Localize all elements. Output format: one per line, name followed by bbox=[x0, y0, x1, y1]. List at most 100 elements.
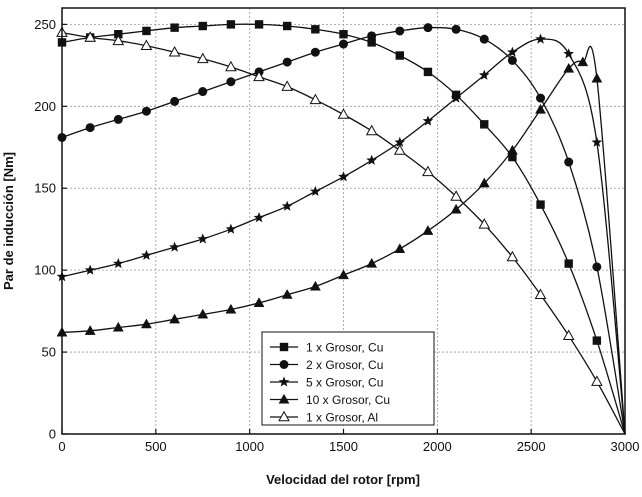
series-3-point bbox=[310, 185, 321, 196]
series-2-point bbox=[395, 26, 405, 36]
series-1-point bbox=[339, 30, 348, 39]
series-2-point bbox=[367, 31, 377, 41]
series-5-point bbox=[281, 80, 294, 91]
series-4-point bbox=[535, 103, 546, 114]
series-3-point bbox=[535, 33, 546, 44]
legend-marker-1 bbox=[279, 342, 289, 352]
x-tick-label: 0 bbox=[58, 439, 65, 454]
x-tick-label: 1000 bbox=[235, 439, 264, 454]
series-5-point bbox=[337, 108, 350, 119]
series-4-point bbox=[563, 62, 575, 73]
y-tick-label: 250 bbox=[34, 17, 56, 32]
series-5-point bbox=[84, 31, 97, 42]
series-5-point bbox=[309, 93, 322, 105]
series-1-point bbox=[508, 152, 517, 162]
series-1-point bbox=[480, 120, 489, 129]
series-3-point bbox=[197, 233, 209, 244]
series-2-point bbox=[226, 77, 236, 87]
series-1-point bbox=[395, 51, 404, 60]
series-1-point bbox=[142, 26, 151, 36]
series-1-point bbox=[170, 23, 179, 32]
series-4-point bbox=[309, 280, 321, 291]
series-5-point bbox=[196, 52, 209, 64]
series-5-point bbox=[534, 288, 547, 299]
series-3-point bbox=[113, 258, 124, 269]
y-tick-label: 150 bbox=[34, 181, 56, 196]
series-4-point bbox=[577, 56, 589, 67]
series-3-point bbox=[591, 136, 603, 147]
series-2-point bbox=[451, 24, 461, 34]
series-4-point bbox=[422, 225, 434, 235]
series-line-2 bbox=[61, 26, 626, 435]
series-3-point bbox=[507, 46, 518, 57]
series-1-point bbox=[254, 20, 264, 29]
series-3-point bbox=[394, 136, 406, 147]
series-markers bbox=[56, 20, 603, 386]
series-5-point bbox=[225, 60, 237, 72]
series-1-point bbox=[283, 21, 292, 31]
series-1-point bbox=[536, 200, 545, 209]
legend-marker-5 bbox=[278, 410, 290, 422]
series-5-point bbox=[112, 34, 125, 46]
series-5-point bbox=[478, 218, 491, 229]
series-3-point bbox=[225, 223, 237, 234]
series-5-point bbox=[140, 39, 153, 50]
series-2-point bbox=[564, 157, 574, 167]
series-5-point bbox=[450, 190, 462, 201]
x-tick-label: 3000 bbox=[611, 439, 640, 454]
series-curves bbox=[61, 23, 626, 435]
series-3-point bbox=[478, 69, 490, 80]
legend-label-1: 1 x Grosor, Cu bbox=[306, 341, 383, 355]
series-4-point bbox=[112, 321, 124, 332]
series-2-point bbox=[507, 55, 517, 65]
series-2-point bbox=[282, 57, 292, 67]
series-4-point bbox=[197, 308, 209, 319]
series-2-point bbox=[479, 34, 489, 44]
series-4-point bbox=[281, 288, 293, 299]
series-1-point bbox=[114, 30, 123, 39]
legend: 1 x Grosor, Cu 2 x Grosor, Cu 5 x Grosor, … bbox=[261, 331, 435, 426]
legend-label-3: 5 x Grosor, Cu bbox=[306, 376, 383, 390]
series-2-point bbox=[310, 47, 320, 57]
x-axis-title: Velocidad del rotor [rpm] bbox=[266, 472, 420, 487]
y-tick-label: 200 bbox=[34, 99, 56, 114]
series-3-point bbox=[422, 115, 434, 126]
legend-label-2: 2 x Grosor, Cu bbox=[306, 358, 383, 372]
series-5-point bbox=[591, 375, 603, 386]
series-4-point bbox=[506, 144, 518, 155]
axis-ticks: 0 500 1000 1500 2000 2500 3000 0 50 100 150 200 250 bbox=[34, 17, 639, 454]
series-1-point bbox=[564, 259, 573, 268]
y-tick-label: 100 bbox=[34, 263, 56, 278]
x-tick-label: 500 bbox=[145, 439, 167, 454]
series-3-point bbox=[450, 92, 462, 103]
series-3-point bbox=[253, 212, 265, 223]
series-4-point bbox=[450, 203, 462, 214]
series-2-point bbox=[339, 39, 348, 49]
series-3-point bbox=[141, 249, 152, 260]
series-1-point bbox=[592, 336, 602, 345]
series-5-point bbox=[506, 250, 519, 262]
series-2-point bbox=[141, 106, 151, 116]
series-2-point bbox=[170, 96, 180, 106]
x-tick-label: 1500 bbox=[329, 439, 358, 454]
legend-label-4: 10 x Grosor, Cu bbox=[306, 393, 390, 407]
series-1-point bbox=[198, 21, 207, 31]
y-tick-label: 0 bbox=[49, 427, 56, 442]
series-5-point bbox=[562, 329, 575, 340]
series-4-point bbox=[591, 72, 603, 83]
legend-marker-3 bbox=[278, 376, 290, 387]
series-2-point bbox=[423, 23, 433, 33]
series-4-point bbox=[338, 269, 349, 280]
series-4-point bbox=[84, 325, 96, 335]
series-2-point bbox=[198, 87, 208, 97]
x-tick-label: 2000 bbox=[423, 439, 452, 454]
series-line-3 bbox=[61, 38, 626, 435]
series-3-point bbox=[84, 264, 96, 275]
y-axis-title: Par de inducción [Nm] bbox=[1, 152, 16, 290]
series-5-point bbox=[393, 144, 406, 155]
series-1-point bbox=[311, 25, 320, 34]
series-2-point bbox=[85, 123, 95, 133]
series-3-point bbox=[281, 200, 293, 211]
